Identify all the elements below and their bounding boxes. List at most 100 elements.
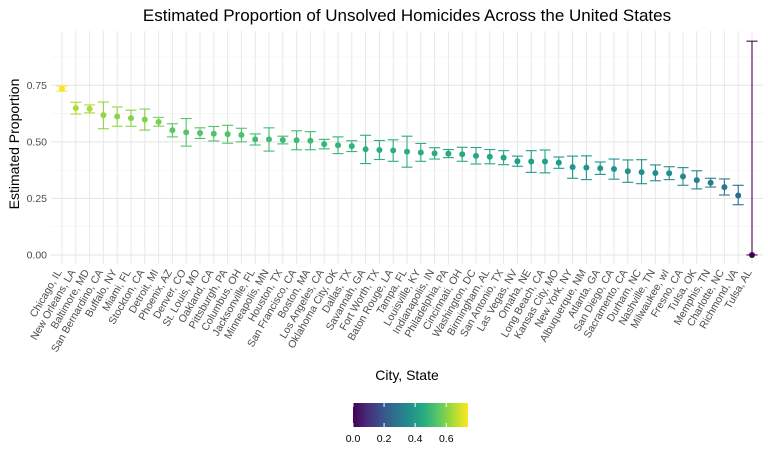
data-point (183, 129, 190, 136)
colorbar-tick-label: 0.4 (408, 433, 423, 445)
city-estimate (346, 140, 358, 153)
city-estimate (208, 125, 220, 142)
data-point (141, 116, 148, 123)
city-estimate (84, 104, 96, 114)
data-point (417, 149, 424, 156)
data-point (514, 158, 521, 165)
city-estimate (525, 150, 537, 173)
city-estimate (622, 159, 634, 183)
data-point (473, 152, 479, 159)
data-point (569, 164, 576, 171)
city-estimate (97, 101, 109, 130)
data-point (652, 170, 659, 177)
data-point (431, 150, 438, 157)
data-point (169, 127, 176, 134)
data-point (486, 153, 493, 160)
colorbar-tick-label: 0.2 (377, 433, 392, 445)
colorbar-ticks: 0.0 0.2 0.4 0.6 (346, 403, 454, 445)
y-tick-label: 0.00 (27, 249, 48, 261)
data-point (307, 137, 314, 144)
city-estimate (718, 178, 730, 196)
data-point (128, 115, 134, 122)
city-estimate (553, 156, 565, 169)
data-point (252, 136, 259, 143)
data-point (293, 137, 300, 144)
data-point (597, 165, 604, 172)
city-estimate (636, 159, 648, 185)
city-estimate (360, 134, 372, 165)
city-estimate (442, 148, 454, 159)
city-estimate (608, 158, 620, 180)
data-point (735, 192, 742, 199)
data-point (321, 141, 328, 148)
city-estimate (249, 133, 261, 146)
city-estimate (484, 148, 496, 165)
city-estimate (429, 147, 441, 160)
y-tick-label: 0.25 (27, 193, 48, 205)
data-point (721, 184, 728, 191)
colorbar-tick-label: 0.0 (346, 433, 361, 445)
data-point (666, 170, 673, 177)
city-estimate (567, 155, 579, 179)
city-estimate (649, 164, 661, 182)
data-point (348, 143, 355, 150)
city-estimate (235, 127, 247, 143)
data-point (404, 148, 410, 155)
city-estimate (318, 138, 330, 150)
city-estimate (705, 177, 717, 188)
data-point (210, 130, 217, 137)
data-point (528, 158, 535, 165)
city-estimate (153, 116, 165, 127)
data-point (86, 105, 93, 112)
colorbar-tick-label: 0.6 (439, 433, 454, 445)
data-point (362, 146, 369, 153)
y-axis-title: Estimated Proportion (6, 79, 22, 210)
data-point (155, 118, 162, 125)
city-estimate (373, 139, 385, 161)
data-point (72, 105, 79, 112)
city-estimate (746, 40, 758, 258)
data-point (638, 169, 645, 176)
city-estimate (70, 101, 82, 115)
city-estimate (456, 146, 468, 162)
colorbar-legend: 0.0 0.2 0.4 0.6 (346, 403, 468, 445)
data-point (238, 132, 245, 139)
data-point (445, 150, 452, 157)
y-tick-label: 0.75 (27, 80, 48, 92)
grid-lines (51, 31, 763, 264)
data-point (376, 146, 383, 153)
city-estimate (415, 142, 427, 162)
city-estimate (263, 127, 275, 152)
data-point (224, 131, 231, 138)
city-estimate (511, 155, 523, 167)
data-point (500, 154, 507, 161)
city-estimate (663, 166, 675, 181)
y-axis-ticks: 0.00 0.25 0.50 0.75 (27, 80, 48, 262)
city-estimate (594, 161, 606, 175)
data-point (749, 251, 755, 258)
y-tick-label: 0.50 (27, 136, 48, 148)
data-point (335, 142, 341, 149)
colorbar (353, 403, 468, 427)
data-point (59, 85, 65, 92)
data-point (680, 173, 686, 180)
city-estimate (387, 139, 399, 162)
city-estimate (691, 170, 703, 190)
city-estimate (332, 136, 344, 155)
data-point (390, 147, 397, 154)
city-estimate (498, 150, 510, 166)
city-estimate (470, 146, 482, 165)
data-point (624, 168, 631, 175)
data-point (197, 130, 203, 137)
city-estimate (291, 130, 303, 151)
city-estimate (222, 124, 234, 144)
city-estimate (111, 106, 123, 127)
city-estimate (125, 109, 137, 127)
city-estimate (166, 123, 178, 138)
city-estimate (732, 184, 744, 206)
city-estimate (401, 135, 413, 168)
data-point (555, 159, 562, 166)
city-estimate (277, 135, 289, 145)
data-series (56, 40, 758, 258)
